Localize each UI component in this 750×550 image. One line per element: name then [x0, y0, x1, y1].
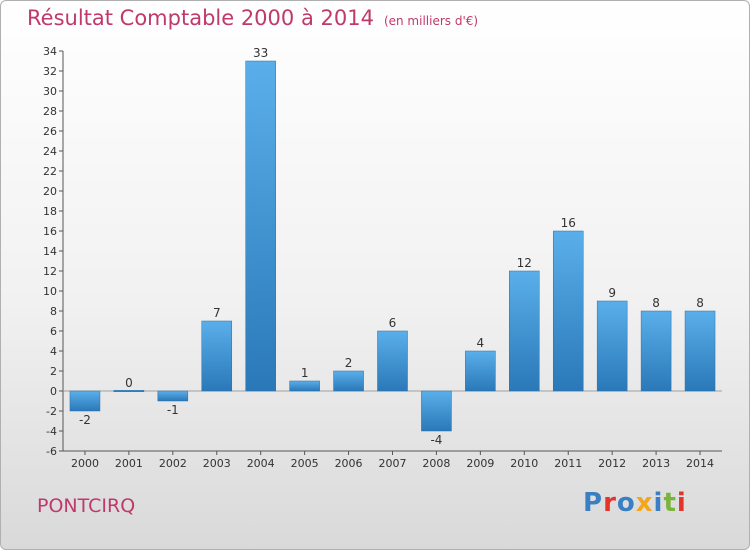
x-tick-label: 2000: [71, 457, 99, 470]
x-tick-label: 2001: [115, 457, 143, 470]
chart-title: Résultat Comptable 2000 à 2014 (en millie…: [27, 6, 479, 30]
bar: [245, 60, 276, 392]
x-tick-label: 2007: [379, 457, 407, 470]
x-tick-label: 2009: [466, 457, 494, 470]
proxiti-logo: Proxiti: [583, 488, 687, 518]
bar: [421, 390, 452, 432]
data-label: 7: [213, 306, 221, 320]
y-tick-label: 24: [43, 145, 57, 158]
y-tick-label: 20: [43, 185, 57, 198]
x-tick-label: 2003: [203, 457, 231, 470]
chart-subtitle: (en milliers d'€): [383, 14, 479, 28]
x-tick-label: 2004: [247, 457, 275, 470]
logo-letter: i: [676, 488, 687, 518]
data-label: -4: [430, 433, 442, 447]
y-tick-label: 34: [43, 45, 57, 58]
bar: [289, 380, 320, 392]
logo-letter: P: [583, 488, 604, 518]
y-tick-label: 2: [50, 365, 57, 378]
data-label: 1: [301, 366, 309, 380]
y-tick-label: 18: [43, 205, 57, 218]
y-tick-label: -4: [46, 425, 57, 438]
y-tick-label: 28: [43, 105, 57, 118]
logo-letter: r: [603, 488, 617, 518]
data-label: 4: [477, 336, 485, 350]
x-tick-label: 2013: [642, 457, 670, 470]
y-tick-label: 10: [43, 285, 57, 298]
y-tick-label: 0: [50, 385, 57, 398]
data-label: -1: [167, 403, 179, 417]
x-tick-label: 2014: [686, 457, 714, 470]
x-tick-label: 2010: [510, 457, 538, 470]
y-tick-label: 32: [43, 65, 57, 78]
bar: [113, 390, 145, 392]
x-tick-label: 2002: [159, 457, 187, 470]
bar: [377, 330, 408, 392]
y-tick-label: 22: [43, 165, 57, 178]
data-label: 12: [517, 256, 532, 270]
bar: [157, 390, 189, 402]
x-tick-label: 2011: [554, 457, 582, 470]
data-label: 8: [696, 296, 704, 310]
y-tick-label: -2: [46, 405, 57, 418]
y-tick-label: 14: [43, 245, 57, 258]
x-tick-label: 2012: [598, 457, 626, 470]
bar: [465, 350, 496, 392]
data-label: 6: [389, 316, 397, 330]
bar: [69, 390, 101, 412]
x-tick-label: 2005: [291, 457, 319, 470]
x-tick-label: 2008: [422, 457, 450, 470]
logo-letter: x: [635, 488, 654, 518]
logo-letter: i: [653, 488, 664, 518]
y-tick-label: -6: [46, 445, 57, 458]
data-label: 16: [561, 216, 576, 230]
y-tick-label: 6: [50, 325, 57, 338]
data-label: 9: [608, 286, 616, 300]
data-label: 0: [125, 376, 133, 390]
logo-letter: o: [616, 488, 636, 518]
y-tick-label: 26: [43, 125, 57, 138]
data-label: 8: [652, 296, 660, 310]
y-tick-label: 4: [50, 345, 57, 358]
bar: [596, 300, 628, 392]
bar: [552, 230, 584, 392]
bar: [509, 270, 540, 392]
bar: [684, 310, 716, 392]
bar: [201, 320, 233, 392]
logo-letter: t: [663, 488, 677, 518]
y-tick-label: 12: [43, 265, 57, 278]
data-label: -2: [79, 413, 91, 427]
bar: [640, 310, 672, 392]
data-label: 2: [345, 356, 353, 370]
bar: [333, 370, 364, 392]
y-tick-label: 30: [43, 85, 57, 98]
y-tick-label: 8: [50, 305, 57, 318]
y-tick-label: 16: [43, 225, 57, 238]
data-label: 33: [253, 46, 268, 60]
x-tick-label: 2006: [335, 457, 363, 470]
city-name: PONTCIRQ: [37, 495, 136, 517]
